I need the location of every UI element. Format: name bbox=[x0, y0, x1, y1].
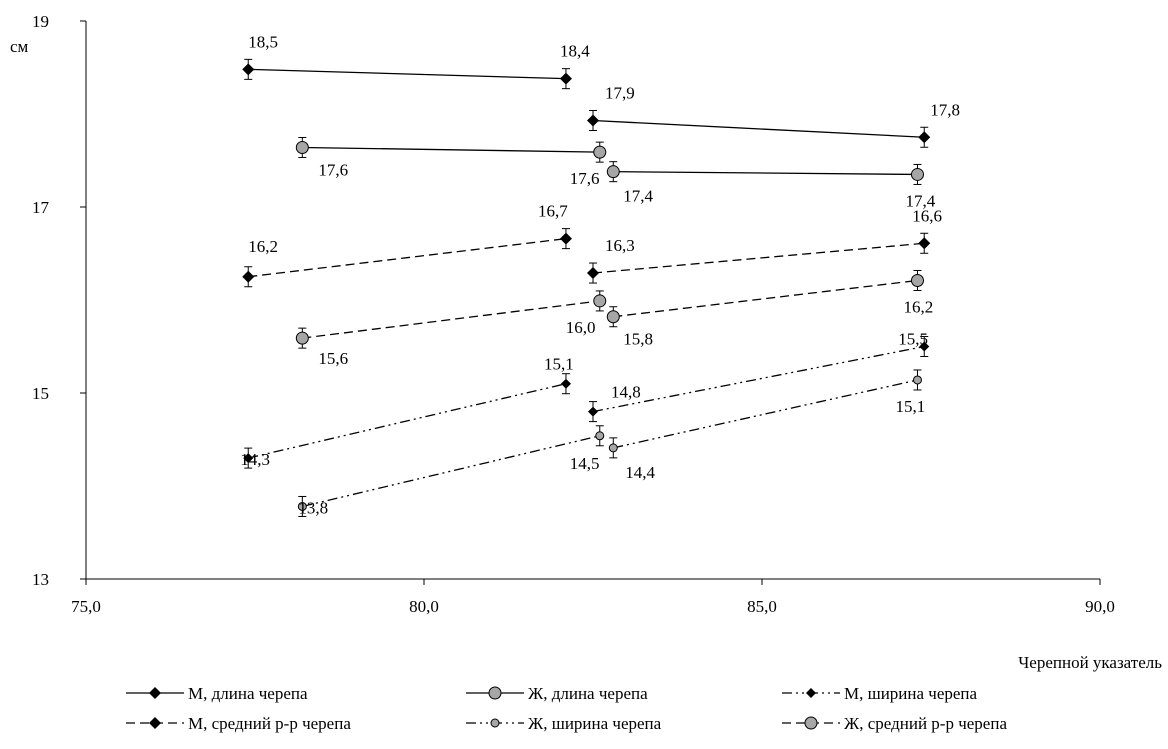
plot-area: 18,5 18,4 17,9 17,8 17,6 17,6 17,4 17,4 14,3 15,1… bbox=[240, 32, 960, 517]
data-point bbox=[295, 331, 309, 345]
data-label: 15,1 bbox=[895, 397, 925, 416]
data-point bbox=[910, 167, 924, 181]
x-axis-label: Черепной указатель bbox=[1018, 653, 1162, 672]
series-2: 17,6 17,6 17,4 17,4 bbox=[295, 136, 936, 210]
data-label: 18,4 bbox=[560, 42, 590, 61]
series-line bbox=[248, 68, 566, 80]
data-point bbox=[242, 270, 255, 283]
legend-item: М, средний р-р черепа bbox=[126, 714, 351, 733]
legend-marker bbox=[488, 686, 502, 700]
y-axis-label: см bbox=[10, 37, 29, 56]
data-label: 17,4 bbox=[905, 191, 935, 210]
series-3: 14,3 15,1 14,8 15,5 bbox=[240, 330, 930, 469]
legend-marker bbox=[149, 687, 161, 699]
y-tick-label: 17 bbox=[32, 198, 50, 217]
legend-marker bbox=[804, 716, 818, 730]
data-label: 18,5 bbox=[248, 32, 278, 51]
data-point bbox=[295, 140, 309, 154]
legend: М, длина черепа Ж, длина черепа М, ширина … bbox=[126, 684, 1007, 733]
series-line bbox=[302, 300, 600, 339]
axes bbox=[85, 21, 1100, 580]
series-line bbox=[302, 146, 600, 153]
data-label: 17,4 bbox=[623, 187, 653, 206]
y-tick-label: 13 bbox=[32, 570, 49, 589]
data-label: 15,6 bbox=[318, 349, 348, 368]
series-line bbox=[592, 242, 925, 274]
series-line bbox=[248, 383, 567, 459]
legend-label: М, длина черепа bbox=[188, 684, 308, 703]
axis-ticks: 75,0 80,0 85,0 90,0 13 15 17 19 bbox=[32, 12, 1115, 616]
legend-marker bbox=[806, 688, 816, 698]
legend-item: Ж, средний р-р черепа bbox=[782, 714, 1007, 733]
data-point bbox=[918, 237, 931, 250]
legend-label: М, средний р-р черепа bbox=[188, 714, 351, 733]
data-label: 15,1 bbox=[544, 355, 574, 374]
data-label: 14,4 bbox=[625, 463, 655, 482]
data-point bbox=[559, 72, 572, 85]
series-line bbox=[613, 379, 918, 449]
legend-item: Ж, длина черепа bbox=[466, 684, 648, 703]
series-6: 15,6 16,0 15,8 16,2 bbox=[295, 269, 933, 368]
data-point bbox=[595, 431, 605, 441]
y-tick-label: 19 bbox=[32, 12, 49, 31]
series-line bbox=[613, 279, 918, 318]
data-label: 17,8 bbox=[930, 100, 960, 119]
y-tick-label: 15 bbox=[32, 384, 49, 403]
x-tick-label: 90,0 bbox=[1085, 597, 1115, 616]
legend-item: М, длина черепа bbox=[126, 684, 308, 703]
data-label: 14,8 bbox=[611, 383, 641, 402]
legend-marker bbox=[490, 718, 500, 728]
series-1: 18,5 18,4 17,9 17,8 bbox=[242, 32, 960, 148]
series-4: 16,2 16,7 16,3 16,6 bbox=[242, 202, 942, 288]
legend-label: Ж, ширина черепа bbox=[528, 714, 662, 733]
series-line bbox=[592, 119, 925, 138]
data-point bbox=[910, 273, 924, 287]
data-label: 17,6 bbox=[318, 160, 348, 179]
data-label: 15,5 bbox=[898, 330, 928, 349]
data-point bbox=[608, 443, 618, 453]
x-tick-label: 85,0 bbox=[747, 597, 777, 616]
x-tick-label: 80,0 bbox=[409, 597, 439, 616]
data-label: 14,3 bbox=[240, 450, 270, 469]
data-label: 14,5 bbox=[570, 454, 600, 473]
data-label: 16,2 bbox=[248, 237, 278, 256]
data-point bbox=[606, 310, 620, 324]
series-line bbox=[302, 435, 600, 508]
legend-label: Ж, средний р-р черепа bbox=[844, 714, 1007, 733]
data-point bbox=[297, 501, 307, 511]
legend-label: М, ширина черепа bbox=[844, 684, 978, 703]
data-point bbox=[918, 131, 931, 144]
data-point bbox=[593, 145, 607, 159]
series-line bbox=[248, 237, 567, 278]
data-label: 13,8 bbox=[298, 498, 328, 517]
data-point bbox=[912, 375, 922, 385]
data-point bbox=[606, 165, 620, 179]
data-point bbox=[243, 453, 254, 464]
data-point bbox=[588, 406, 598, 417]
series-5: 13,8 14,5 14,4 15,1 bbox=[297, 369, 925, 517]
data-point bbox=[242, 63, 255, 76]
data-label: 16,2 bbox=[903, 297, 933, 316]
data-label: 16,0 bbox=[566, 318, 596, 337]
data-label: 16,6 bbox=[912, 206, 942, 225]
legend-item: М, ширина черепа bbox=[782, 684, 978, 703]
data-point bbox=[587, 114, 599, 127]
data-point bbox=[560, 378, 571, 389]
data-label: 17,6 bbox=[570, 169, 600, 188]
series-line bbox=[613, 171, 918, 176]
series-line bbox=[592, 345, 925, 413]
data-point bbox=[587, 267, 599, 280]
legend-marker bbox=[149, 717, 161, 729]
data-label: 16,7 bbox=[538, 202, 568, 221]
data-label: 15,8 bbox=[623, 330, 653, 349]
data-point bbox=[919, 341, 930, 352]
data-point bbox=[559, 232, 572, 245]
legend-item: Ж, ширина черепа bbox=[466, 714, 662, 733]
data-point bbox=[593, 294, 607, 308]
data-label: 16,3 bbox=[605, 236, 635, 255]
legend-label: Ж, длина черепа bbox=[528, 684, 648, 703]
data-label: 17,9 bbox=[605, 84, 635, 103]
x-tick-label: 75,0 bbox=[71, 597, 101, 616]
